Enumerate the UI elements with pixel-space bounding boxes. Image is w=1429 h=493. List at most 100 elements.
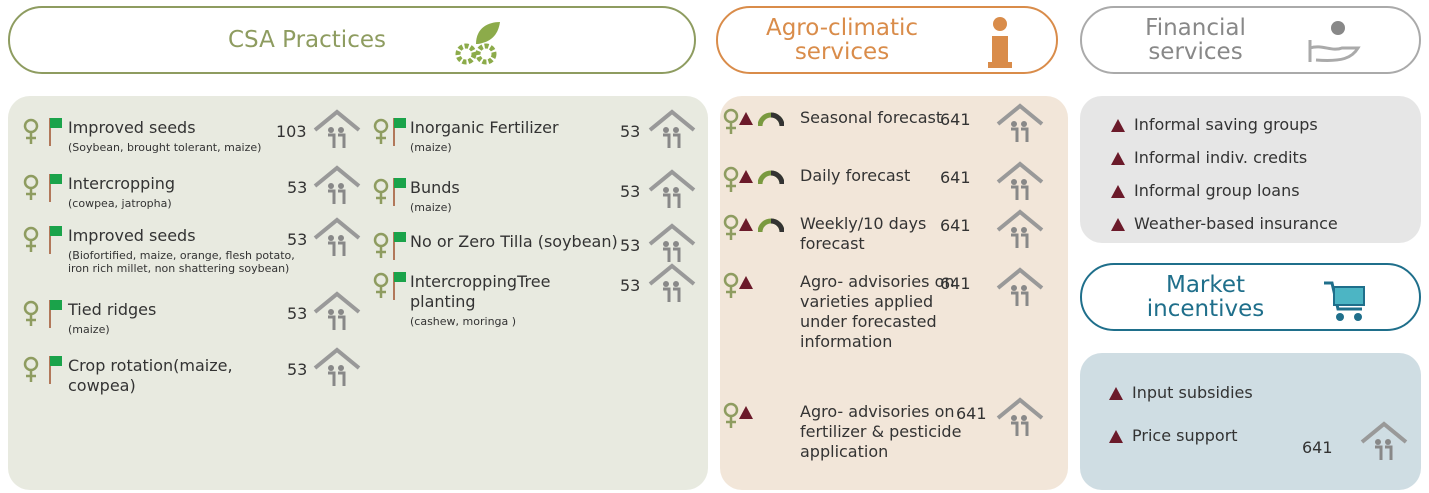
practice-name: Intercropping (cowpea, jatropha)	[68, 174, 278, 210]
female-icon-shape	[373, 178, 389, 204]
financial-item: Informal group loans	[1134, 181, 1300, 200]
household-icon-shape	[648, 223, 696, 262]
household-icon-shape	[996, 267, 1044, 306]
female-icon-shape	[23, 300, 39, 326]
service-count: 641	[956, 404, 987, 423]
leaf-gear-icon	[455, 22, 500, 65]
household-icon-shape	[313, 165, 361, 204]
triangle-icon	[738, 274, 754, 290]
practice-name: No or Zero Tilla (soybean)	[410, 232, 650, 252]
triangle-icon-shape	[739, 406, 753, 419]
triangle-icon	[738, 110, 754, 126]
household-icon	[648, 108, 696, 150]
triangle-icon-shape	[1111, 218, 1125, 231]
financial-item: Weather-based insurance	[1134, 214, 1338, 233]
practice-label: Tied ridges	[68, 300, 157, 319]
practice-detail: (Biofortified, maize, orange, flesh pota…	[68, 249, 295, 275]
flag-icon-shape	[49, 226, 62, 254]
practice-detail: (maize)	[68, 323, 110, 336]
household-icon-shape	[648, 109, 696, 148]
household-icon-shape	[996, 161, 1044, 200]
csa-header: CSA Practices	[8, 6, 696, 74]
market-item: Price support	[1132, 426, 1238, 445]
household-icon	[648, 222, 696, 264]
practice-label: No or Zero Tilla (soybean)	[410, 232, 618, 251]
practice-detail: (maize)	[410, 141, 452, 154]
triangle-icon	[1108, 428, 1124, 444]
female-icon-shape	[723, 166, 739, 192]
household-icon-shape	[313, 347, 361, 386]
coin-hand-icon	[1308, 21, 1361, 62]
household-icon-shape	[313, 217, 361, 256]
household-icon-shape	[313, 109, 361, 148]
household-icon	[996, 266, 1044, 308]
female-icon	[22, 118, 40, 146]
triangle-icon	[1110, 150, 1126, 166]
triangle-icon-shape	[739, 218, 753, 231]
household-icon	[648, 262, 696, 304]
agro-header: Agro-climatic services	[716, 6, 1058, 74]
female-icon	[22, 356, 40, 384]
practice-label: Improved seeds	[68, 118, 196, 137]
household-icon	[996, 396, 1044, 438]
practice-label: Inorganic Fertilizer	[410, 118, 559, 137]
practice-name: Crop rotation(maize, cowpea)	[68, 356, 278, 396]
financial-header: Financial services	[1080, 6, 1421, 74]
female-icon	[722, 214, 740, 242]
practice-name: Inorganic Fertilizer (maize)	[410, 118, 610, 154]
female-icon-shape	[373, 118, 389, 144]
gauge-icon-shape	[757, 112, 785, 127]
financial-title: Financial services	[1145, 15, 1246, 65]
flag-icon	[48, 116, 64, 148]
female-icon	[22, 226, 40, 254]
flag-icon	[48, 172, 64, 204]
gauge-icon	[757, 218, 785, 234]
female-icon-shape	[723, 402, 739, 428]
practice-detail: (maize)	[410, 201, 452, 214]
triangle-icon-shape	[1109, 430, 1123, 443]
female-icon	[722, 402, 740, 430]
household-icon	[313, 216, 361, 258]
female-icon-shape	[723, 214, 739, 240]
female-icon-shape	[23, 174, 39, 200]
household-icon-shape	[648, 169, 696, 208]
gauge-icon-shape	[757, 218, 785, 233]
info-icon	[988, 17, 1012, 68]
service-count: 641	[940, 168, 971, 187]
practice-count: 103	[276, 122, 307, 141]
service-name: Daily forecast	[800, 166, 911, 185]
market-item: Input subsidies	[1132, 383, 1253, 402]
triangle-icon	[1110, 117, 1126, 133]
household-icon	[313, 290, 361, 332]
female-icon	[22, 174, 40, 202]
female-icon-shape	[23, 226, 39, 252]
service-name: Seasonal forecast	[800, 108, 943, 127]
female-icon	[372, 272, 390, 300]
gauge-icon	[757, 170, 785, 186]
csa-title: CSA Practices	[228, 27, 386, 53]
market-header: Market incentives	[1080, 263, 1421, 331]
service-count: 641	[940, 274, 971, 293]
service-count: 641	[940, 216, 971, 235]
flag-icon	[48, 354, 64, 386]
triangle-icon-shape	[1111, 185, 1125, 198]
csa-panel	[8, 96, 708, 490]
practice-name: IntercroppingTree planting (cashew, morin…	[410, 272, 610, 328]
flag-icon-shape	[49, 356, 62, 384]
triangle-icon	[738, 168, 754, 184]
triangle-icon	[1110, 183, 1126, 199]
household-icon-shape	[996, 209, 1044, 248]
practice-count: 53	[620, 122, 641, 141]
practice-label: Improved seeds	[68, 226, 196, 245]
practice-name: Tied ridges (maize)	[68, 300, 278, 336]
practice-count: 53	[620, 276, 641, 295]
practice-count: 53	[287, 230, 308, 249]
female-icon	[372, 118, 390, 146]
female-icon-shape	[23, 356, 39, 382]
practice-label: Intercropping	[68, 174, 176, 193]
practice-count: 53	[287, 360, 308, 379]
household-icon-shape	[313, 291, 361, 330]
female-icon	[372, 178, 390, 206]
household-icon	[313, 346, 361, 388]
